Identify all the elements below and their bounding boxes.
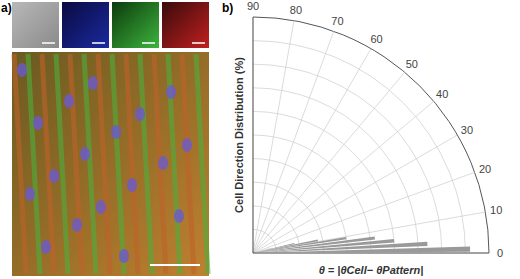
scale-bar	[92, 42, 105, 44]
axis-line	[253, 17, 254, 253]
nucleus	[25, 187, 35, 201]
micrograph-channel	[12, 2, 59, 48]
grid-spoke	[253, 21, 294, 253]
tick-label: 90	[247, 0, 259, 12]
scale-bar	[42, 42, 55, 44]
grid	[253, 17, 489, 253]
panel-label: b)	[222, 1, 233, 15]
tick-label: 70	[331, 15, 343, 27]
grid-spoke	[253, 172, 475, 253]
fiber	[14, 54, 26, 274]
bar	[253, 237, 346, 253]
nucleus	[135, 107, 145, 121]
bar	[253, 240, 318, 253]
nucleus	[111, 125, 121, 139]
nucleus	[49, 169, 59, 183]
nucleus	[119, 249, 129, 263]
scale-bar	[150, 264, 200, 266]
fiber	[28, 54, 40, 274]
nucleus	[127, 178, 137, 192]
fiber	[126, 54, 138, 274]
grid-ring	[253, 17, 489, 253]
tick-label: 20	[479, 163, 491, 175]
grid-spoke	[253, 101, 434, 253]
nucleus	[72, 218, 82, 232]
tick-label: 60	[370, 33, 382, 45]
panel-label: a)	[1, 1, 12, 15]
micrograph-channel	[162, 2, 209, 48]
micrograph-channel	[62, 2, 109, 48]
fiber	[112, 54, 124, 274]
fiber	[196, 54, 208, 274]
micrograph-channel	[112, 2, 159, 48]
nucleus	[174, 209, 184, 223]
nucleus	[41, 240, 51, 254]
fiber	[70, 54, 82, 274]
nucleus	[182, 138, 192, 152]
fiber	[42, 54, 54, 274]
fiber	[182, 54, 194, 274]
fiber	[98, 54, 110, 274]
tick-label: 0	[497, 247, 503, 259]
grid-spoke	[253, 31, 334, 253]
nucleus	[64, 94, 74, 108]
bar	[253, 242, 427, 253]
scale-bar	[142, 42, 155, 44]
nucleus	[88, 76, 98, 90]
tick-label: 10	[490, 204, 502, 216]
grid-spoke	[253, 17, 254, 253]
tick-label: 50	[406, 58, 418, 70]
fiber	[56, 54, 68, 274]
grid-spoke	[253, 135, 457, 253]
axis-title: Cell Direction Distribution (%)	[233, 57, 245, 213]
micrograph-composite	[12, 52, 209, 276]
bar	[253, 243, 295, 253]
nucleus	[17, 63, 27, 77]
axis-title: θ = |θCell− θPattern|	[319, 264, 424, 276]
bar	[253, 237, 375, 253]
tick-label: 40	[436, 88, 448, 100]
nucleus	[33, 116, 43, 130]
fiber	[140, 54, 152, 274]
tick-label: 30	[461, 124, 473, 136]
scale-bar	[192, 42, 205, 44]
nucleus	[96, 200, 106, 214]
nucleus	[158, 156, 168, 170]
grid-spoke	[253, 72, 405, 253]
bars	[253, 237, 470, 253]
tick-label: 80	[290, 4, 302, 16]
nucleus	[166, 85, 176, 99]
figure: a) b) 0 10 20 30 40 50 60 70 80 90 Cell Direction Di…	[0, 0, 520, 279]
bar	[253, 248, 271, 253]
nucleus	[80, 147, 90, 161]
